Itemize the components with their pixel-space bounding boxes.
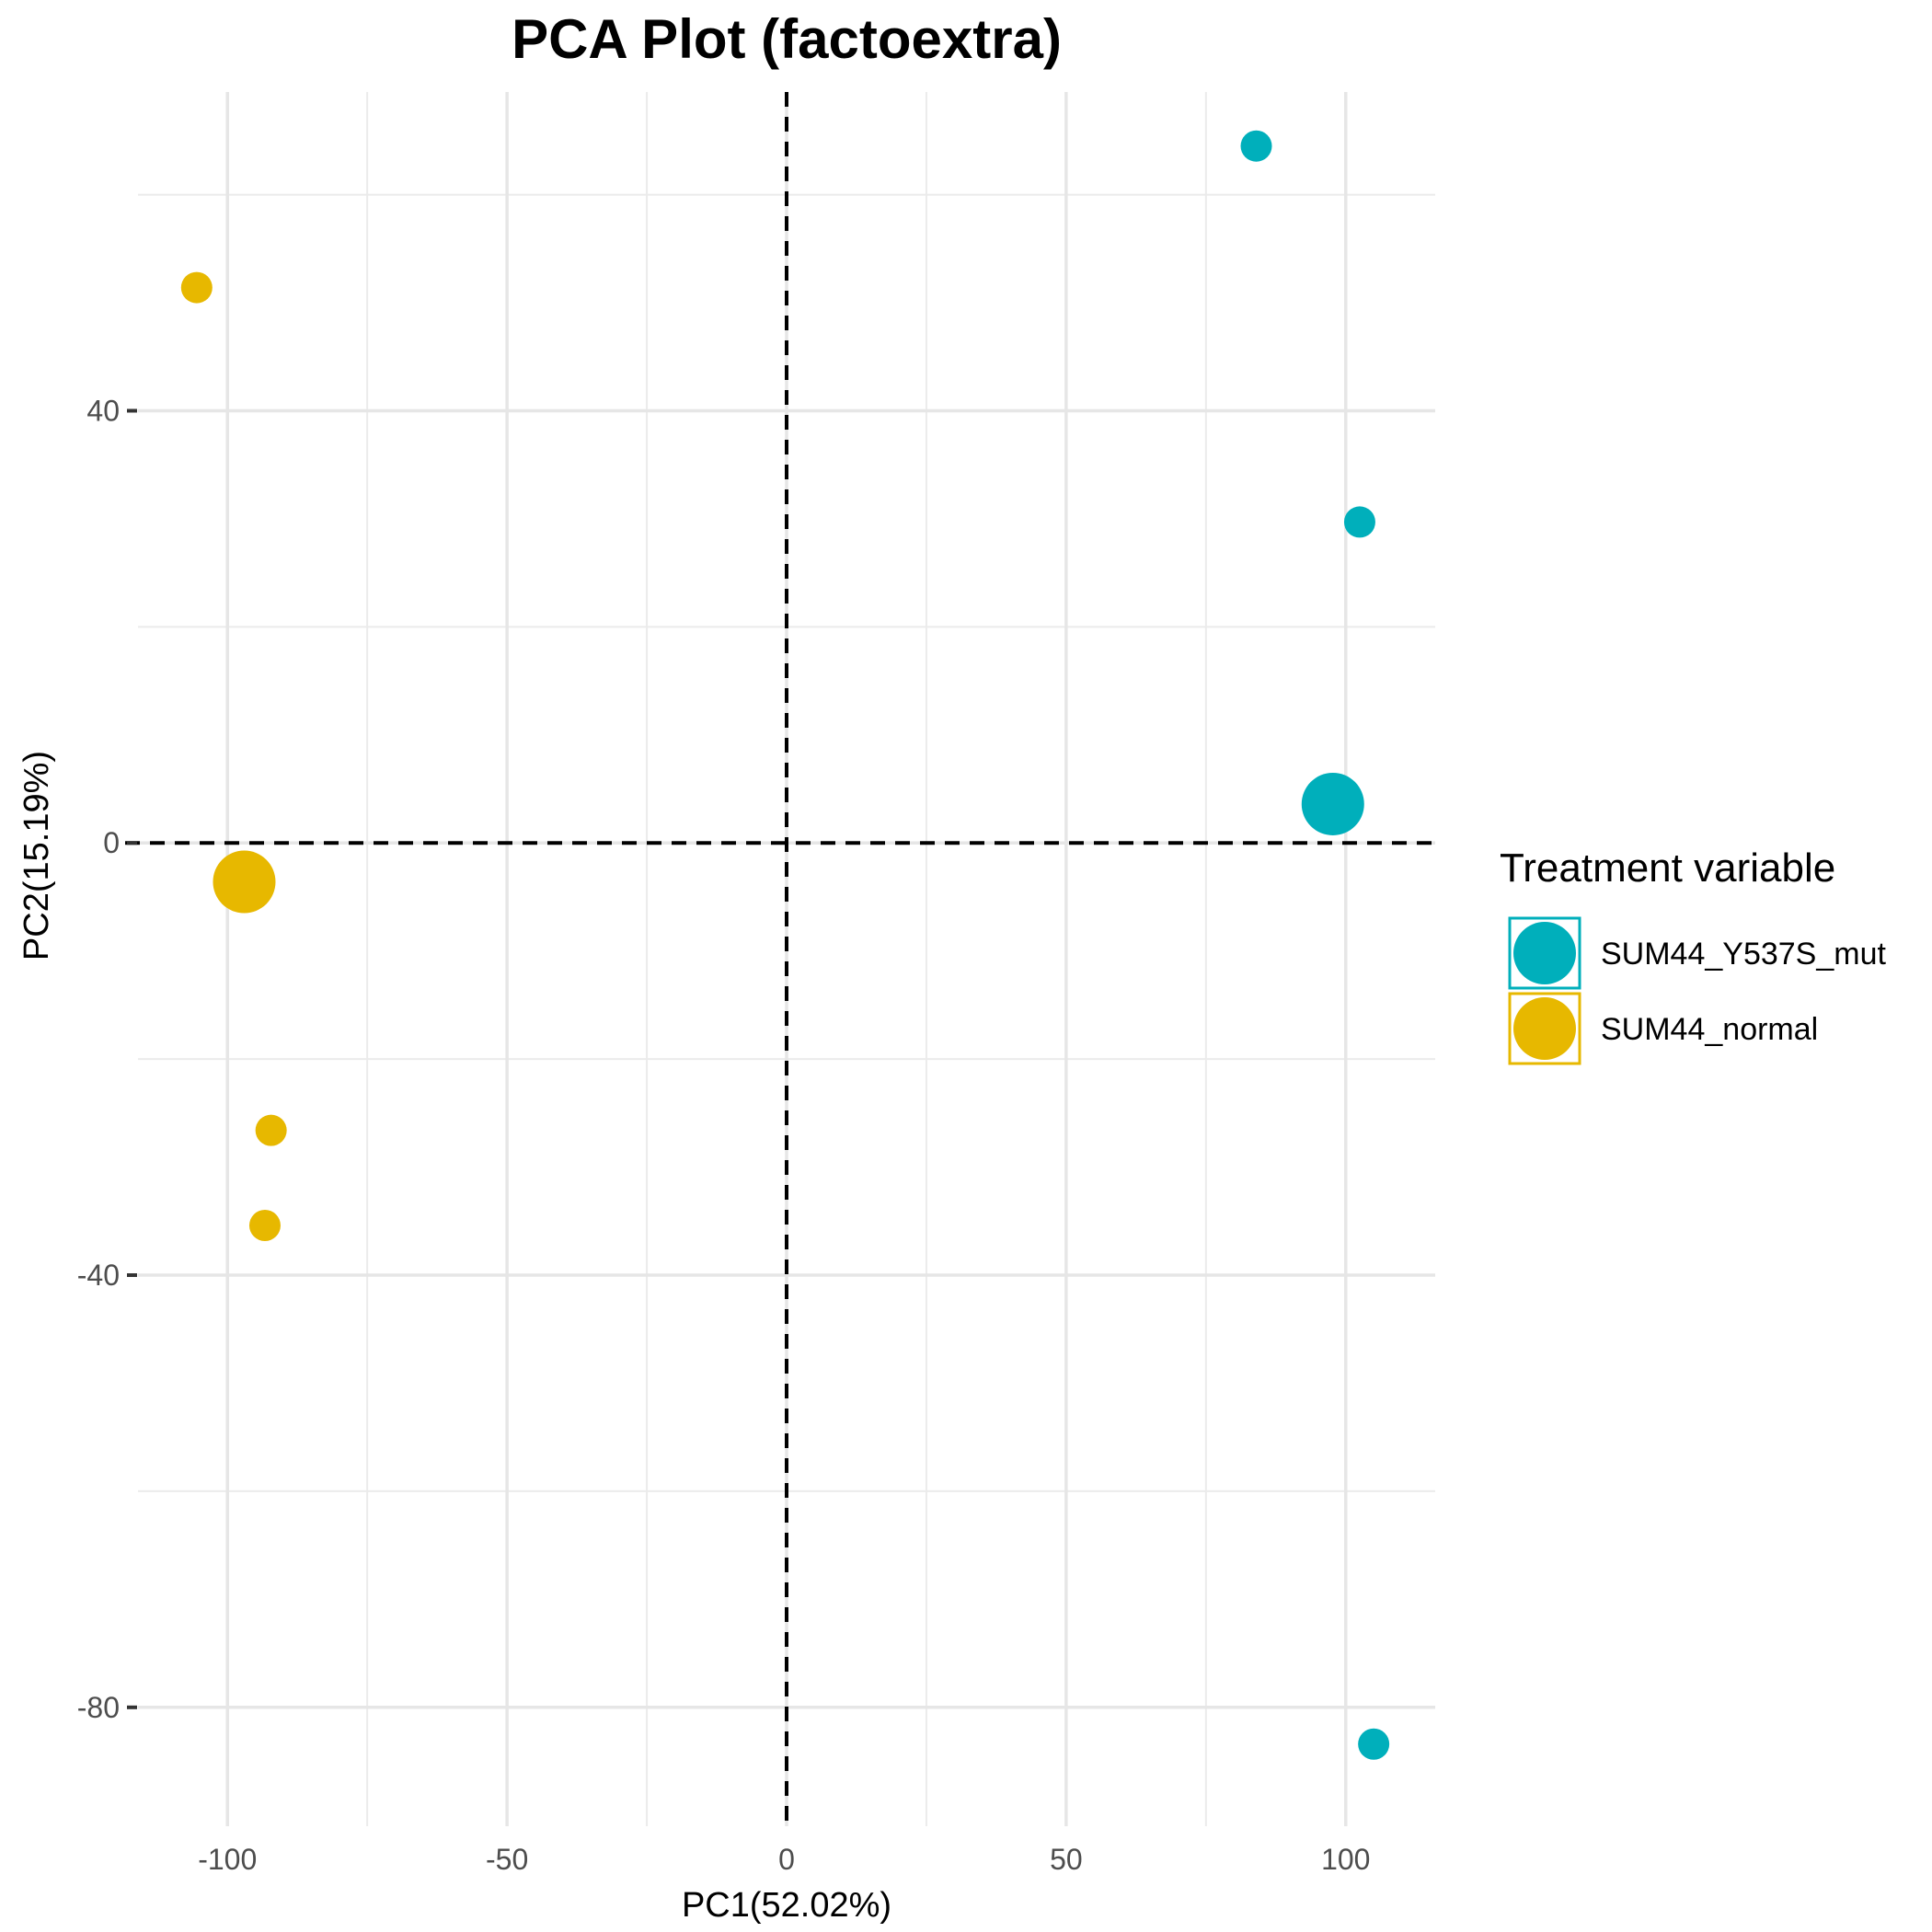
- data-point: [255, 1114, 287, 1146]
- series-SUM44_Y537S_mut: [1240, 130, 1390, 1760]
- legend-key-symbol: [1513, 922, 1576, 984]
- legend: Treatment variable SUM44_Y537S_mutSUM44_…: [1500, 845, 1887, 1065]
- data-point: [248, 1210, 281, 1242]
- legend-items: SUM44_Y537S_mut SUM44_normal: [1508, 916, 1887, 1065]
- legend-title: Treatment variable: [1500, 845, 1835, 891]
- x-tick-label: 50: [1050, 1843, 1083, 1876]
- y-tick-label: -80: [77, 1691, 120, 1724]
- legend-label: SUM44_Y537S_mut: [1601, 937, 1887, 972]
- data-point: [1343, 506, 1375, 538]
- y-tick-label: -40: [77, 1259, 120, 1292]
- group-centroid: [213, 850, 276, 914]
- chart-title: PCA Plot (factoextra): [512, 8, 1062, 70]
- data-point: [1358, 1728, 1390, 1760]
- data-point: [1240, 130, 1272, 162]
- y-tick-label: 40: [86, 394, 120, 427]
- reference-lines: [125, 92, 1435, 1826]
- axes: -80 -40 0 40 -100 -50 0 50 100: [77, 394, 1371, 1876]
- x-tick-label: -100: [198, 1843, 257, 1876]
- legend-key-symbol: [1513, 997, 1576, 1060]
- x-tick-label: 0: [778, 1843, 795, 1876]
- x-tick-label: -50: [486, 1843, 528, 1876]
- y-tick-label: 0: [103, 826, 120, 859]
- x-axis-title: PC1(52.02%): [682, 1886, 891, 1925]
- group-centroid: [1301, 772, 1364, 835]
- y-axis-title: PC2(15.19%): [17, 751, 56, 960]
- x-tick-label: 100: [1321, 1843, 1370, 1876]
- data-point: [180, 271, 213, 304]
- points: [180, 130, 1390, 1760]
- series-SUM44_normal: [180, 271, 287, 1242]
- legend-label: SUM44_normal: [1601, 1012, 1818, 1047]
